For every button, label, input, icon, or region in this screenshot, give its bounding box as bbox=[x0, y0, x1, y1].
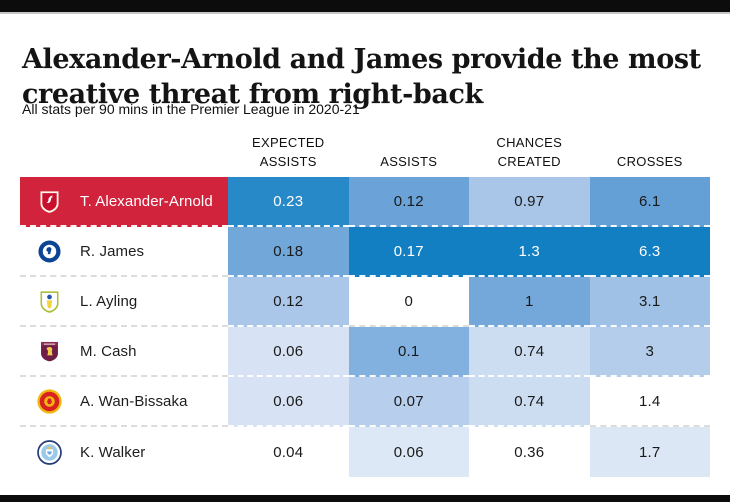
stat-cell: 0.06 bbox=[348, 427, 469, 477]
stat-cell: 1.3 bbox=[469, 227, 590, 277]
bottom-black-bar bbox=[0, 495, 730, 502]
man-city-crest-icon bbox=[36, 439, 63, 466]
column-header-crosses: CROSSES bbox=[616, 154, 683, 170]
stat-cell: 0.12 bbox=[348, 177, 469, 227]
stat-cell: 0.18 bbox=[228, 227, 349, 277]
player-name: A. Wan-Bissaka bbox=[80, 392, 188, 410]
stats-table: EXPECTED ASSISTS ASSISTS CHANCES CREATED… bbox=[20, 127, 710, 477]
stat-cell: 3.1 bbox=[589, 277, 710, 327]
column-header-expected-assists: EXPECTED ASSISTS bbox=[252, 135, 325, 170]
stat-cell: 0.74 bbox=[469, 327, 590, 377]
stat-cell: 0.74 bbox=[469, 377, 590, 427]
stat-cell: 0.36 bbox=[469, 427, 590, 477]
player-row-label: M. Cash bbox=[20, 327, 228, 377]
stat-cell: 3 bbox=[589, 327, 710, 377]
stat-cell: 0.06 bbox=[228, 377, 349, 427]
aston-villa-crest-icon bbox=[36, 338, 63, 365]
stat-cell: 0.07 bbox=[348, 377, 469, 427]
stat-cell: 6.1 bbox=[589, 177, 710, 227]
player-row-label: K. Walker bbox=[20, 427, 228, 477]
stat-cell: 0.17 bbox=[348, 227, 469, 277]
chelsea-crest-icon bbox=[36, 238, 63, 265]
page-subtitle: All stats per 90 mins in the Premier Lea… bbox=[22, 101, 360, 117]
stat-cell: 0.97 bbox=[469, 177, 590, 227]
stat-cell: 0 bbox=[348, 277, 469, 327]
player-name: L. Ayling bbox=[80, 292, 138, 310]
stat-cell: 6.3 bbox=[589, 227, 710, 277]
player-name: K. Walker bbox=[80, 443, 146, 461]
stat-cell: 0.23 bbox=[228, 177, 349, 227]
column-header-spacer bbox=[20, 127, 228, 177]
stat-cell: 0.06 bbox=[228, 327, 349, 377]
stat-cell: 0.12 bbox=[228, 277, 349, 327]
player-name: R. James bbox=[80, 242, 145, 260]
player-name: T. Alexander-Arnold bbox=[80, 192, 213, 210]
liverpool-crest-icon bbox=[36, 188, 63, 215]
player-name: M. Cash bbox=[80, 342, 137, 360]
stat-cell: 0.04 bbox=[228, 427, 349, 477]
player-row-label: L. Ayling bbox=[20, 277, 228, 327]
stat-cell: 1.7 bbox=[589, 427, 710, 477]
player-row-label: A. Wan-Bissaka bbox=[20, 377, 228, 427]
stat-cell: 1.4 bbox=[589, 377, 710, 427]
player-row-label: T. Alexander-Arnold bbox=[20, 177, 228, 227]
man-united-crest-icon bbox=[36, 388, 63, 415]
page-title: Alexander-Arnold and James provide the m… bbox=[22, 44, 701, 111]
column-header-assists: ASSISTS bbox=[380, 154, 438, 170]
stat-cell: 1 bbox=[469, 277, 590, 327]
column-header-chances-created: CHANCES CREATED bbox=[496, 135, 563, 170]
stat-cell: 0.1 bbox=[348, 327, 469, 377]
leeds-crest-icon bbox=[36, 288, 63, 315]
player-row-label: R. James bbox=[20, 227, 228, 277]
top-black-bar bbox=[0, 0, 730, 14]
